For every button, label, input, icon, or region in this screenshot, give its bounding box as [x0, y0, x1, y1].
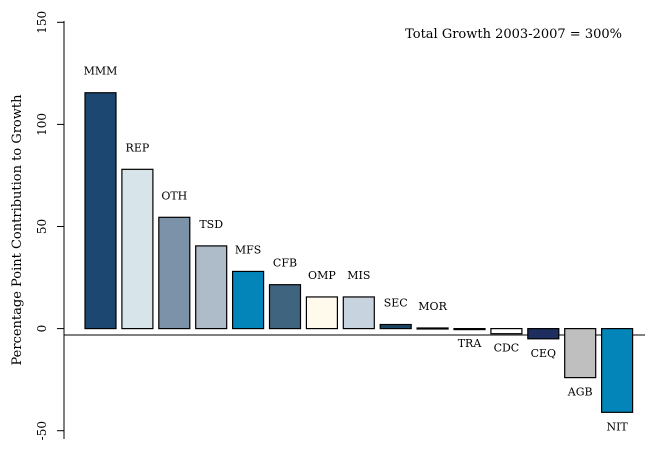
bar-mis — [342, 296, 375, 330]
y-tick-label: 100 — [35, 113, 49, 136]
bar-labels-group: MMM REP OTH TSD MFS CFB OMP MIS SEC MOR TRA CDC CEQ A… — [84, 65, 629, 434]
bar-label-cdc: CDC — [494, 342, 520, 355]
bar-cdc — [490, 328, 523, 335]
bar-sec — [379, 323, 412, 330]
bar-ceq — [527, 328, 560, 340]
bar-label-mis: MIS — [347, 269, 370, 282]
bars-group — [84, 92, 634, 413]
bar-label-mmm: MMM — [84, 65, 118, 78]
bar-label-rep: REP — [126, 141, 150, 154]
bar-tsd — [195, 245, 228, 330]
bar-label-tra: TRA — [458, 337, 483, 350]
bar-cfb — [268, 284, 302, 330]
bar-nit — [600, 328, 634, 413]
bar-label-mfs: MFS — [235, 243, 261, 256]
y-tick-label: 0 — [35, 325, 49, 333]
bar-oth — [158, 216, 191, 330]
bar-label-nit: NIT — [606, 420, 628, 433]
total-growth-annotation: Total Growth 2003-2007 = 300% — [405, 27, 622, 42]
bar-label-sec: SEC — [384, 297, 408, 310]
bar-mmm — [84, 92, 117, 330]
bar-label-cfb: CFB — [273, 257, 297, 270]
bar-label-agb: AGB — [567, 386, 593, 399]
bar-label-omp: OMP — [308, 269, 336, 282]
bar-label-ceq: CEQ — [531, 347, 556, 360]
bar-omp — [305, 296, 338, 330]
y-axis-ticks: 150 100 50 0 -50 — [35, 11, 64, 440]
y-tick-label: 150 — [35, 11, 49, 34]
bar-mfs — [232, 270, 265, 330]
bar-label-mor: MOR — [418, 300, 447, 313]
y-axis-title: Percentage Point Contribution to Growth — [10, 94, 25, 366]
bar-tra — [453, 328, 486, 331]
y-tick-label: -50 — [35, 421, 49, 440]
bar-label-oth: OTH — [161, 189, 187, 202]
y-tick-label: 50 — [35, 219, 49, 234]
bar-agb — [564, 328, 597, 379]
bar-mor — [416, 327, 449, 330]
bar-label-tsd: TSD — [199, 218, 223, 231]
bar-rep — [121, 168, 154, 330]
